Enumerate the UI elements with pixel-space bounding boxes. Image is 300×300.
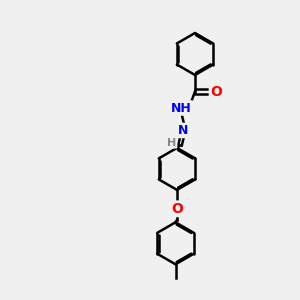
Text: H: H: [167, 137, 176, 148]
Text: O: O: [210, 85, 222, 98]
Text: N: N: [178, 124, 188, 137]
Text: NH: NH: [171, 101, 192, 115]
Text: O: O: [171, 202, 183, 216]
